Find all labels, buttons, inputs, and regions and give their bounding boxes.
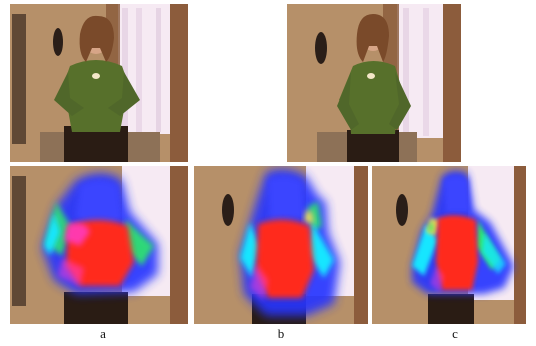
heatmap-overlay-c — [372, 166, 526, 324]
photo-person-arms-bent — [10, 4, 188, 162]
caption-b: b — [277, 326, 285, 341]
heatmap-overlay-a — [10, 166, 188, 324]
frame-c-heatmap — [372, 166, 526, 324]
photo-person-hands-on-hips — [287, 4, 461, 162]
heatmap-overlay-b — [194, 166, 368, 324]
frame-top-right — [287, 4, 461, 162]
frame-b-heatmap — [194, 166, 368, 324]
caption-c: c — [452, 326, 458, 341]
frame-a-heatmap — [10, 166, 188, 324]
frame-top-left — [10, 4, 188, 162]
caption-a: a — [100, 326, 106, 341]
